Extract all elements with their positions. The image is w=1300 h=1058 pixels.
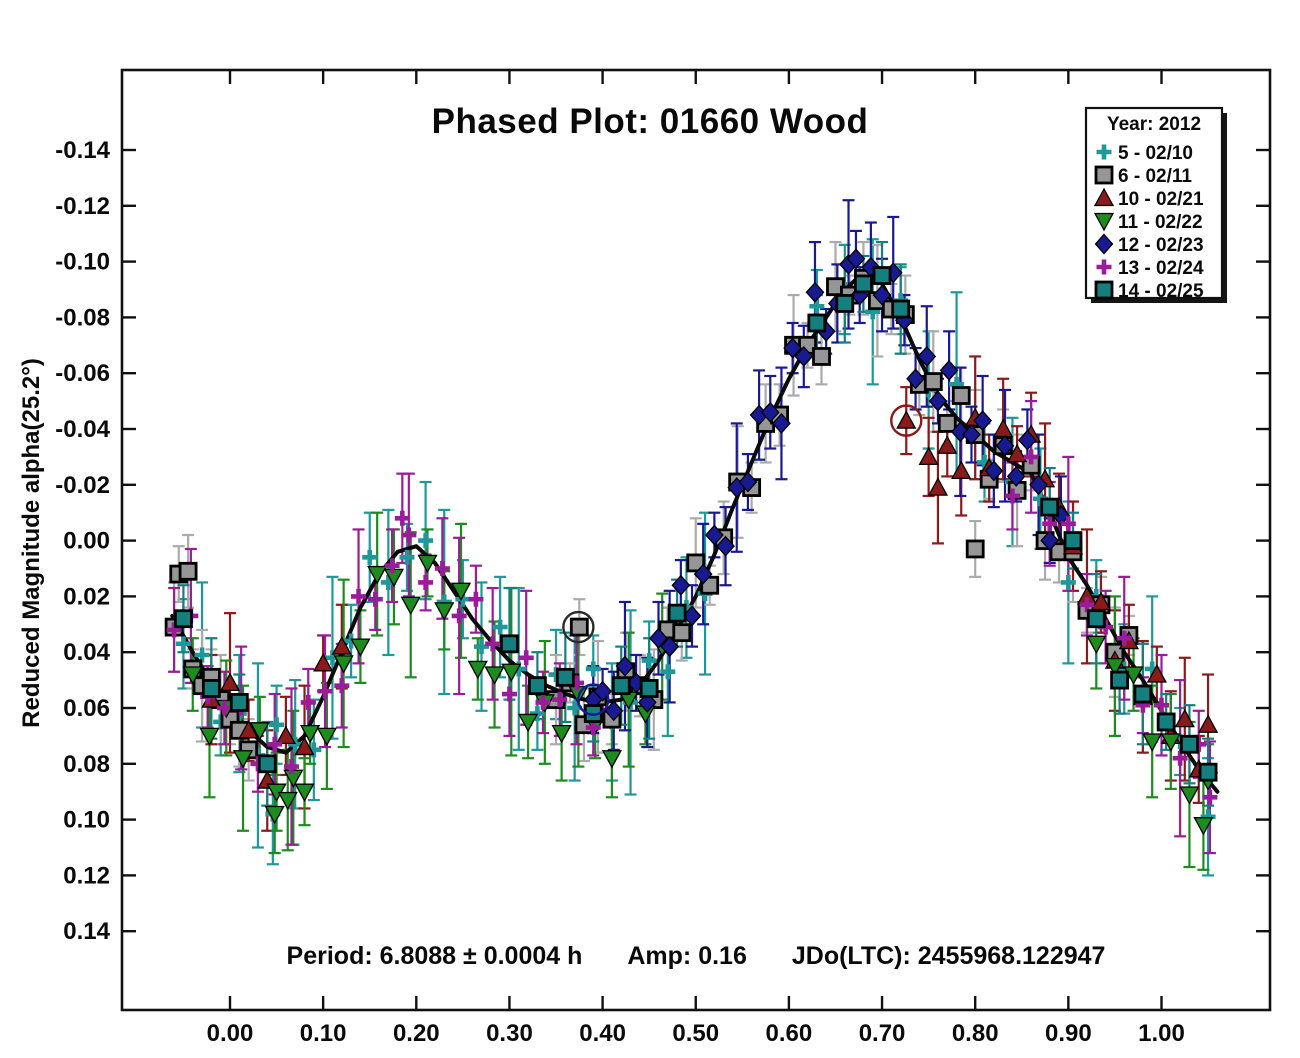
y-tick-label: -0.14 [55,137,110,164]
y-tick-label: -0.12 [55,193,110,220]
legend-entry-label: 14 - 02/25 [1118,281,1204,302]
y-tick-label: 0.00 [63,528,110,555]
legend-marker-diamond-icon [1094,233,1114,255]
legend-marker-plus-icon [1096,259,1112,275]
x-tick-label: 1.00 [1138,1020,1185,1047]
x-tick-label: 0.20 [393,1020,440,1047]
amplitude-value: Amp: 0.16 [627,942,747,970]
x-tick-label: 0.30 [486,1020,533,1047]
legend-title: Year: 2012 [1107,114,1201,135]
x-axis-ticks: 0.00 0.10 0.20 0.30 0.40 0.50 0.60 0.70 0.80 0.90… [207,70,1185,1047]
chart-title: Phased Plot: 01660 Wood [431,102,869,141]
y-tick-label: 0.06 [63,695,110,722]
legend-marker-square-icon [1094,165,1114,185]
y-tick-label: 0.12 [63,862,110,889]
flagged-point-circle [890,404,923,437]
flagged-point-circle [577,683,610,716]
x-tick-label: 0.00 [207,1020,254,1047]
x-tick-label: 0.40 [579,1020,626,1047]
legend-marker-cross-icon [1096,144,1112,160]
y-tick-label: 0.02 [63,583,110,610]
flagged-point-circle [562,610,595,644]
y-tick-label: 0.10 [63,807,110,834]
series-session-11 [182,554,1219,836]
legend-entry-label: 11 - 02/22 [1118,212,1203,233]
legend-marker-square-icon [1094,280,1114,300]
fit-annotation: Period: 6.8088 ± 0.0004 h Amp: 0.16 JDo(… [122,942,1270,971]
y-tick-label: 0.04 [63,639,110,666]
x-tick-label: 0.50 [672,1020,719,1047]
y-tick-label: -0.08 [55,304,110,331]
x-tick-label: 0.80 [952,1020,999,1047]
y-axis-title: Reduced Magnitude alpha(25.2°) [18,358,45,728]
x-tick-label: 0.60 [766,1020,813,1047]
y-tick-label: 0.14 [63,918,110,945]
legend-entry-label: 12 - 02/23 [1118,235,1204,256]
x-tick-label: 0.10 [300,1020,347,1047]
jdo-value: JDo(LTC): 2455968.122947 [791,942,1106,970]
y-axis-ticks: -0.14 -0.12 -0.10 -0.08 -0.06 -0.04 -0.02 0.00 0… [55,137,1270,945]
y-tick-label: -0.06 [55,360,110,387]
legend-entry-label: 6 - 02/11 [1118,166,1192,187]
y-tick-label: -0.04 [55,416,110,443]
x-tick-label: 0.70 [859,1020,906,1047]
legend-entry-label: 13 - 02/24 [1118,258,1204,279]
legend-entry-label: 10 - 02/21 [1118,189,1204,210]
period-value: Period: 6.8088 ± 0.0004 h [286,942,583,970]
legend-marker-triangle-up-icon [1093,187,1115,207]
y-tick-label: -0.10 [55,249,110,276]
x-tick-label: 0.90 [1045,1020,1092,1047]
y-tick-label: -0.02 [55,472,110,499]
legend-marker-triangle-down-icon [1093,212,1115,232]
legend-entry-label: 5 - 02/10 [1118,143,1193,164]
y-tick-label: 0.08 [63,751,110,778]
